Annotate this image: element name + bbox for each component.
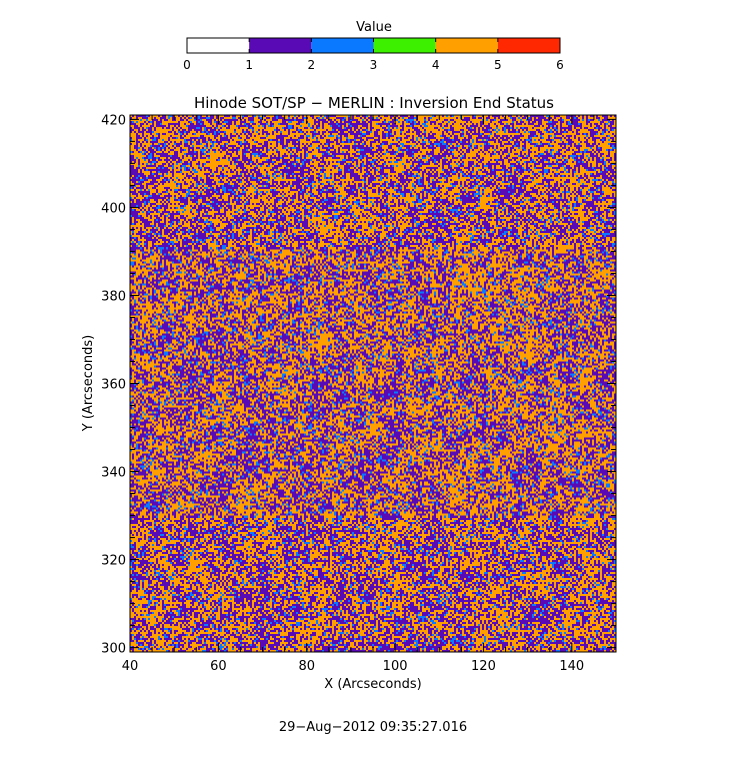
plot-area: 40 60 80 100 120 140 300 320 340 360 380 400 420 <box>101 113 617 674</box>
colorbar-bin-3 <box>373 38 436 53</box>
colorbar-bin-5 <box>497 38 560 53</box>
colorbar-bin-4 <box>435 38 498 53</box>
colorbar-tick-label: 3 <box>370 58 378 72</box>
y-tick-label: 360 <box>101 378 126 393</box>
y-tick-label: 300 <box>101 642 126 657</box>
colorbar-label: Value <box>356 20 392 35</box>
x-axis-label: X (Arcseconds) <box>324 677 421 692</box>
x-tick-label: 100 <box>383 659 408 674</box>
colorbar-bin-2 <box>311 38 374 53</box>
x-tick-label: 120 <box>471 659 496 674</box>
y-tick-label: 400 <box>101 201 126 216</box>
colorbar-tick-label: 0 <box>183 58 191 72</box>
heatmap-image <box>130 115 616 652</box>
x-tick-label: 140 <box>559 659 584 674</box>
colorbar-tick-label: 2 <box>308 58 316 72</box>
x-tick-label: 40 <box>122 659 139 674</box>
colorbar: Value 0 1 2 3 4 5 6 <box>183 20 564 72</box>
y-tick-label: 320 <box>101 554 126 569</box>
x-tick-label: 80 <box>298 659 315 674</box>
y-tick-label: 380 <box>101 289 126 304</box>
x-axis-ticks: 40 60 80 100 120 140 <box>122 115 617 674</box>
colorbar-bin-0 <box>187 38 250 53</box>
y-tick-label: 420 <box>101 113 126 128</box>
y-tick-label: 340 <box>101 466 126 481</box>
colorbar-bin-1 <box>249 38 312 53</box>
colorbar-bins <box>187 38 560 53</box>
timestamp: 29−Aug−2012 09:35:27.016 <box>279 720 467 735</box>
colorbar-tick-label: 6 <box>556 58 564 72</box>
colorbar-tick-label: 4 <box>432 58 440 72</box>
colorbar-tick-label: 5 <box>494 58 502 72</box>
colorbar-ticks: 0 1 2 3 4 5 6 <box>183 38 564 72</box>
chart-title: Hinode SOT/SP − MERLIN : Inversion End S… <box>194 94 554 112</box>
y-axis-ticks: 300 320 340 360 380 400 420 <box>101 113 616 657</box>
x-tick-label: 60 <box>210 659 227 674</box>
colorbar-tick-label: 1 <box>245 58 253 72</box>
y-axis-label: Y (Arcseconds) <box>81 335 96 432</box>
